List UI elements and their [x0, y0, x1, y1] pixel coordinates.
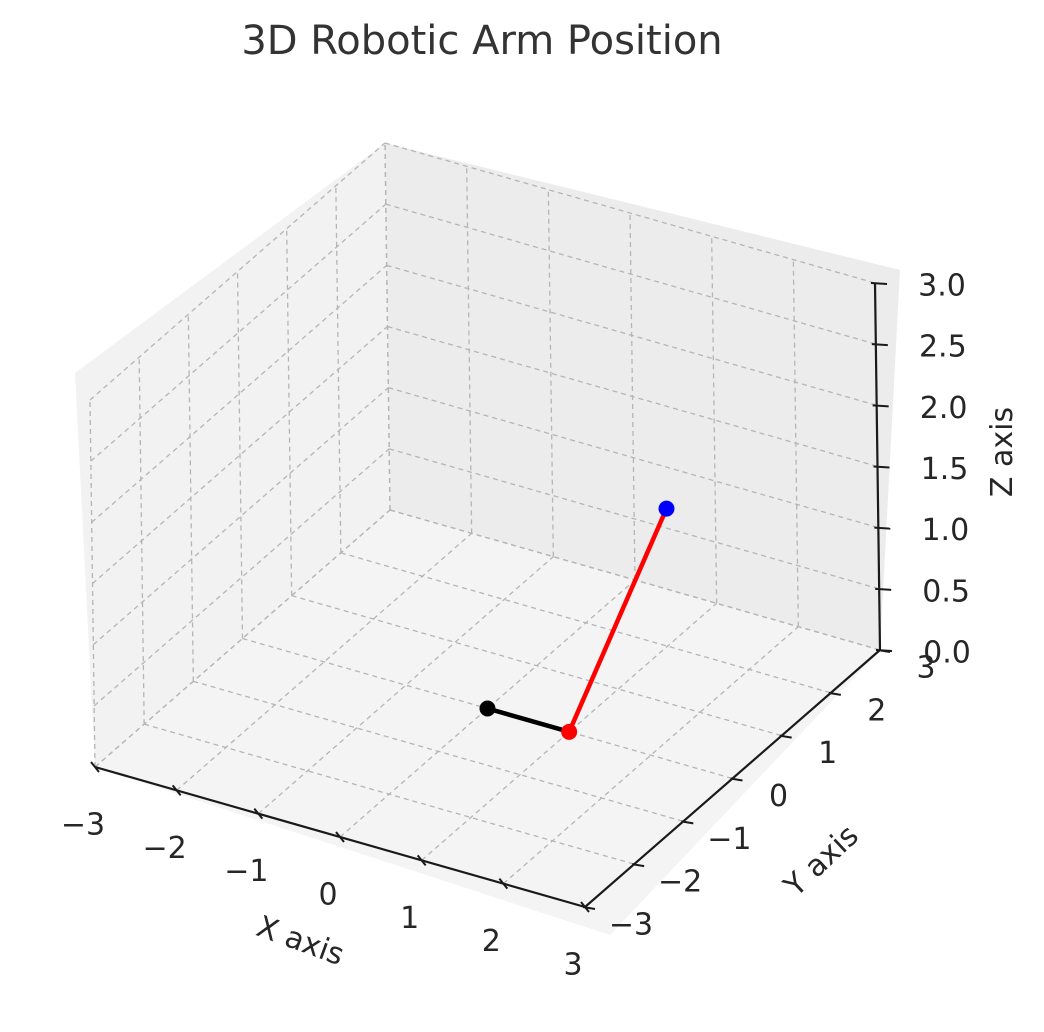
grid-line-back-x: [711, 236, 718, 604]
grid-line-back-z: [387, 325, 878, 468]
grid-line-back-z: [388, 387, 879, 529]
x-tick-label: −2: [143, 831, 187, 866]
y-tick-label: 2: [867, 693, 886, 728]
grid-line-side-z: [93, 448, 390, 707]
arm-segment-1: [486, 706, 570, 734]
axes-3d: −3−2−10123−3−2−101230.00.51.01.52.02.53.…: [61, 142, 1020, 983]
x-tick-label: 2: [482, 924, 501, 959]
grid-line-back-z: [384, 142, 876, 284]
x-tick-label: 1: [400, 901, 419, 936]
grid-line-back-z: [386, 264, 877, 406]
y-tick-label: 3: [916, 651, 935, 686]
grid-line-side-z: [89, 142, 386, 401]
x-tick: [253, 808, 264, 820]
grid-line-side-z: [92, 326, 388, 584]
x-tick-label: 3: [563, 948, 582, 983]
y-tick: [681, 820, 694, 825]
z-tick: [875, 649, 893, 652]
y-tick: [632, 863, 645, 868]
y-tick: [730, 777, 743, 782]
z-tick: [874, 526, 891, 530]
y-tick-label: 1: [818, 736, 837, 771]
grid-line-floor-x: [257, 556, 554, 815]
grid-line-floor-x: [421, 602, 718, 861]
x-tick: [416, 854, 427, 866]
z-tick-label: 3.0: [918, 269, 966, 304]
z-tick-label: 0.5: [922, 574, 970, 609]
joint-marker-1: [479, 700, 496, 717]
grid-line-floor-y: [143, 723, 635, 865]
joint-marker-2: [561, 723, 578, 740]
z-tick: [873, 465, 890, 469]
z-tick: [875, 587, 892, 591]
y-tick: [779, 734, 792, 739]
z-axis-label: Z axis: [985, 407, 1020, 497]
z-tick-label: 0.0: [923, 636, 971, 671]
x-tick-label: −3: [61, 808, 105, 843]
grid-line-back-z: [385, 203, 877, 345]
arm-plot: [479, 500, 675, 740]
back-pane-xz: [385, 143, 900, 650]
grid-line-side-z: [91, 264, 388, 523]
y-tick: [582, 906, 596, 910]
joint-marker-3: [658, 500, 675, 517]
x-tick: [90, 761, 100, 773]
y-tick-label: −3: [609, 908, 653, 943]
grid-line-side-y: [286, 228, 293, 596]
z-tick-label: 2.0: [920, 391, 968, 426]
grid-line-side-y: [236, 271, 244, 639]
chart-title: 3D Robotic Arm Position: [241, 18, 722, 64]
x-axis-label: X axis: [252, 909, 349, 973]
z-tick: [872, 404, 889, 408]
y-tick: [828, 691, 841, 696]
z-tick: [870, 282, 888, 285]
grid-line-side-z: [92, 387, 389, 646]
back-pane-yz: [75, 143, 390, 767]
x-tick: [498, 878, 509, 890]
x-tick: [335, 831, 345, 843]
z-tick-label: 1.5: [921, 452, 969, 487]
y-tick-label: 0: [769, 779, 788, 814]
grid-line-back-x: [547, 189, 554, 557]
y-tick-label: −2: [658, 865, 702, 900]
grid-line-floor-y: [193, 680, 684, 822]
y-tick-label: −1: [707, 822, 751, 857]
grid-line-floor-y: [291, 595, 782, 737]
x-tick: [171, 784, 182, 796]
x-tick-label: 0: [318, 878, 337, 913]
tick-marks: [90, 282, 893, 913]
arm-segment-2: [567, 507, 669, 733]
z-tick-label: 1.0: [921, 513, 969, 548]
grid-line-side-z: [94, 509, 391, 768]
y-axis-label: Y axis: [777, 818, 866, 904]
grid-line-side-z: [90, 203, 387, 462]
floor-pane: [95, 510, 880, 935]
x-tick-label: −1: [224, 854, 268, 889]
tick-labels: −3−2−10123−3−2−101230.00.51.01.52.02.53.…: [61, 269, 971, 983]
grid-line-floor-y: [340, 552, 832, 694]
z-tick-label: 2.5: [919, 330, 967, 365]
grid-line-back-z: [388, 448, 880, 590]
z-tick: [871, 343, 888, 347]
